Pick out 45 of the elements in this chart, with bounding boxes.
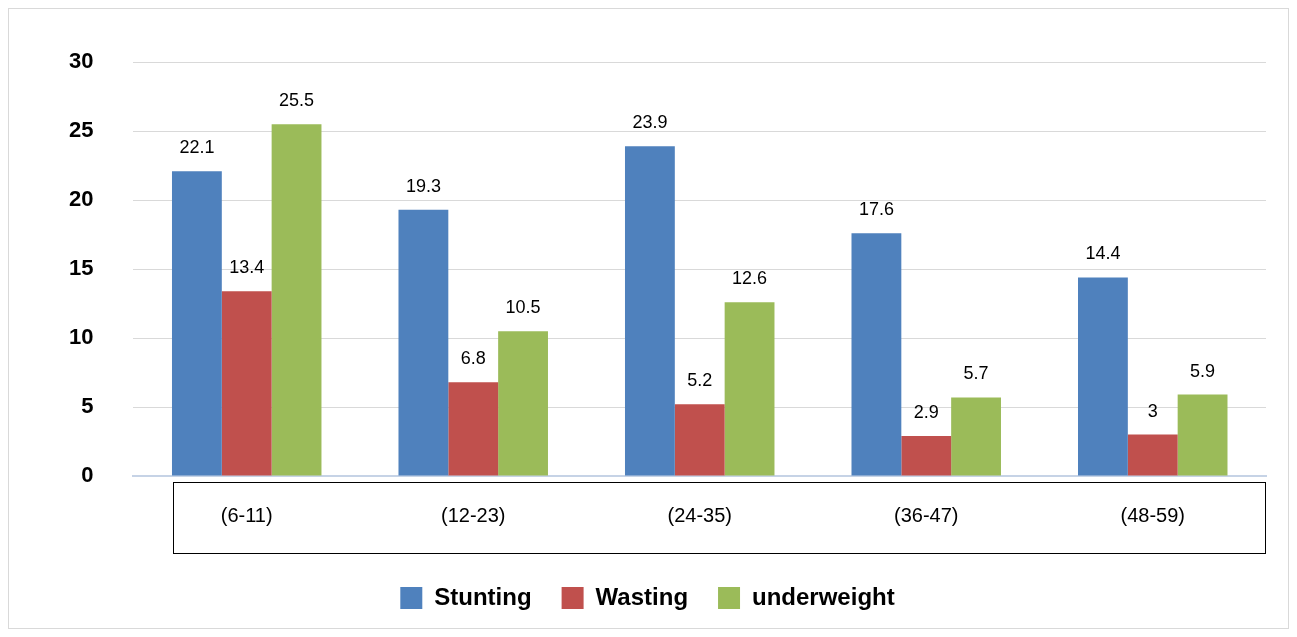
- y-tick-label: 15: [68, 255, 94, 281]
- data-label: 13.4: [229, 257, 265, 278]
- data-label: 14.4: [1085, 243, 1121, 264]
- bar: [1127, 434, 1178, 476]
- bar: [901, 436, 952, 476]
- bar: [724, 302, 775, 476]
- bar: [1078, 277, 1128, 476]
- data-label: 3: [1147, 400, 1158, 421]
- x-tick-label: (48-59): [1120, 503, 1185, 526]
- data-label: 22.1: [179, 137, 215, 158]
- x-tick-label: (6-11): [220, 503, 273, 526]
- bar: [171, 171, 222, 476]
- bar: [271, 124, 322, 476]
- bar: [398, 209, 449, 476]
- y-tick-label: 5: [81, 393, 94, 419]
- bar: [1177, 394, 1228, 476]
- legend-label: underweight: [752, 582, 895, 610]
- data-label: 6.8: [460, 348, 486, 369]
- data-label: 2.9: [913, 401, 939, 422]
- data-label: 5.2: [687, 370, 713, 391]
- bar: [674, 404, 725, 476]
- x-tick-label: (36-47): [894, 503, 959, 526]
- y-tick-label: 20: [68, 186, 94, 212]
- y-tick-label: 0: [81, 462, 94, 488]
- x-tick-label: (12-23): [440, 503, 506, 526]
- data-label: 17.6: [858, 199, 894, 220]
- data-label: 5.9: [1190, 360, 1216, 381]
- data-label: 12.6: [732, 268, 768, 289]
- data-label: 10.5: [505, 297, 541, 318]
- x-tick-label: (24-35): [667, 503, 732, 526]
- bar: [221, 291, 272, 476]
- bar: [624, 146, 675, 476]
- y-tick-label: 30: [68, 48, 94, 74]
- data-label: 23.9: [632, 112, 668, 133]
- bar: [951, 397, 1001, 476]
- y-tick-label: 10: [68, 324, 94, 350]
- bar: [448, 382, 499, 476]
- legend-label: Stunting: [434, 582, 532, 610]
- legend-label: Wasting: [595, 582, 689, 610]
- data-label: 5.7: [963, 363, 989, 384]
- data-label: 19.3: [405, 175, 441, 196]
- bar: [498, 331, 548, 476]
- bar: [851, 233, 902, 476]
- data-label: 25.5: [279, 90, 315, 111]
- y-tick-label: 25: [68, 117, 94, 143]
